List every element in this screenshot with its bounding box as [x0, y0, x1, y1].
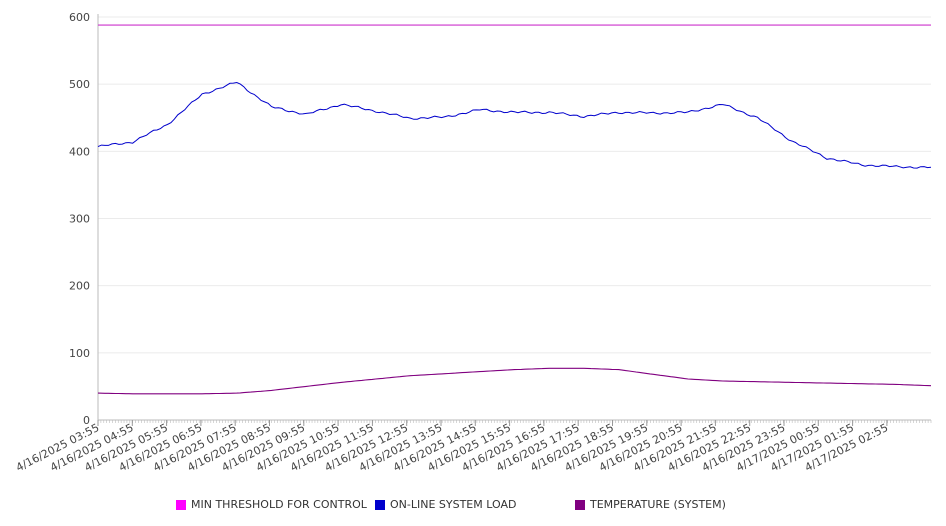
- legend-item-min-threshold[interactable]: MIN THRESHOLD FOR CONTROL: [176, 498, 367, 511]
- legend-swatch: [575, 499, 585, 510]
- legend-label: TEMPERATURE (SYSTEM): [590, 498, 726, 511]
- series-line-1: [97, 81, 932, 169]
- legend-swatch: [176, 499, 186, 510]
- chart-legend: MIN THRESHOLD FOR CONTROL ON-LINE SYSTEM…: [0, 498, 946, 516]
- legend-item-system-load[interactable]: ON-LINE SYSTEM LOAD: [375, 498, 516, 511]
- y-tick-label: 300: [69, 213, 90, 226]
- y-tick-label: 400: [69, 145, 90, 158]
- chart-axes: [97, 14, 932, 426]
- legend-swatch: [375, 499, 385, 510]
- y-tick-label: 600: [69, 11, 90, 24]
- series-line-2: [97, 367, 932, 395]
- y-tick-label: 0: [83, 414, 90, 427]
- y-axis-ticks: 0 100 200 300 400 500 600: [69, 11, 90, 427]
- legend-label: MIN THRESHOLD FOR CONTROL: [191, 498, 367, 511]
- x-axis-ticks: 4/16/2025 03:554/16/2025 04:554/16/2025 …: [14, 421, 890, 474]
- y-tick-label: 500: [69, 78, 90, 91]
- y-tick-label: 100: [69, 347, 90, 360]
- legend-label: ON-LINE SYSTEM LOAD: [390, 498, 517, 511]
- y-tick-label: 200: [69, 280, 90, 293]
- series-lines: [97, 24, 932, 395]
- grid-lines: [98, 16, 931, 354]
- legend-item-temperature[interactable]: TEMPERATURE (SYSTEM): [575, 498, 726, 511]
